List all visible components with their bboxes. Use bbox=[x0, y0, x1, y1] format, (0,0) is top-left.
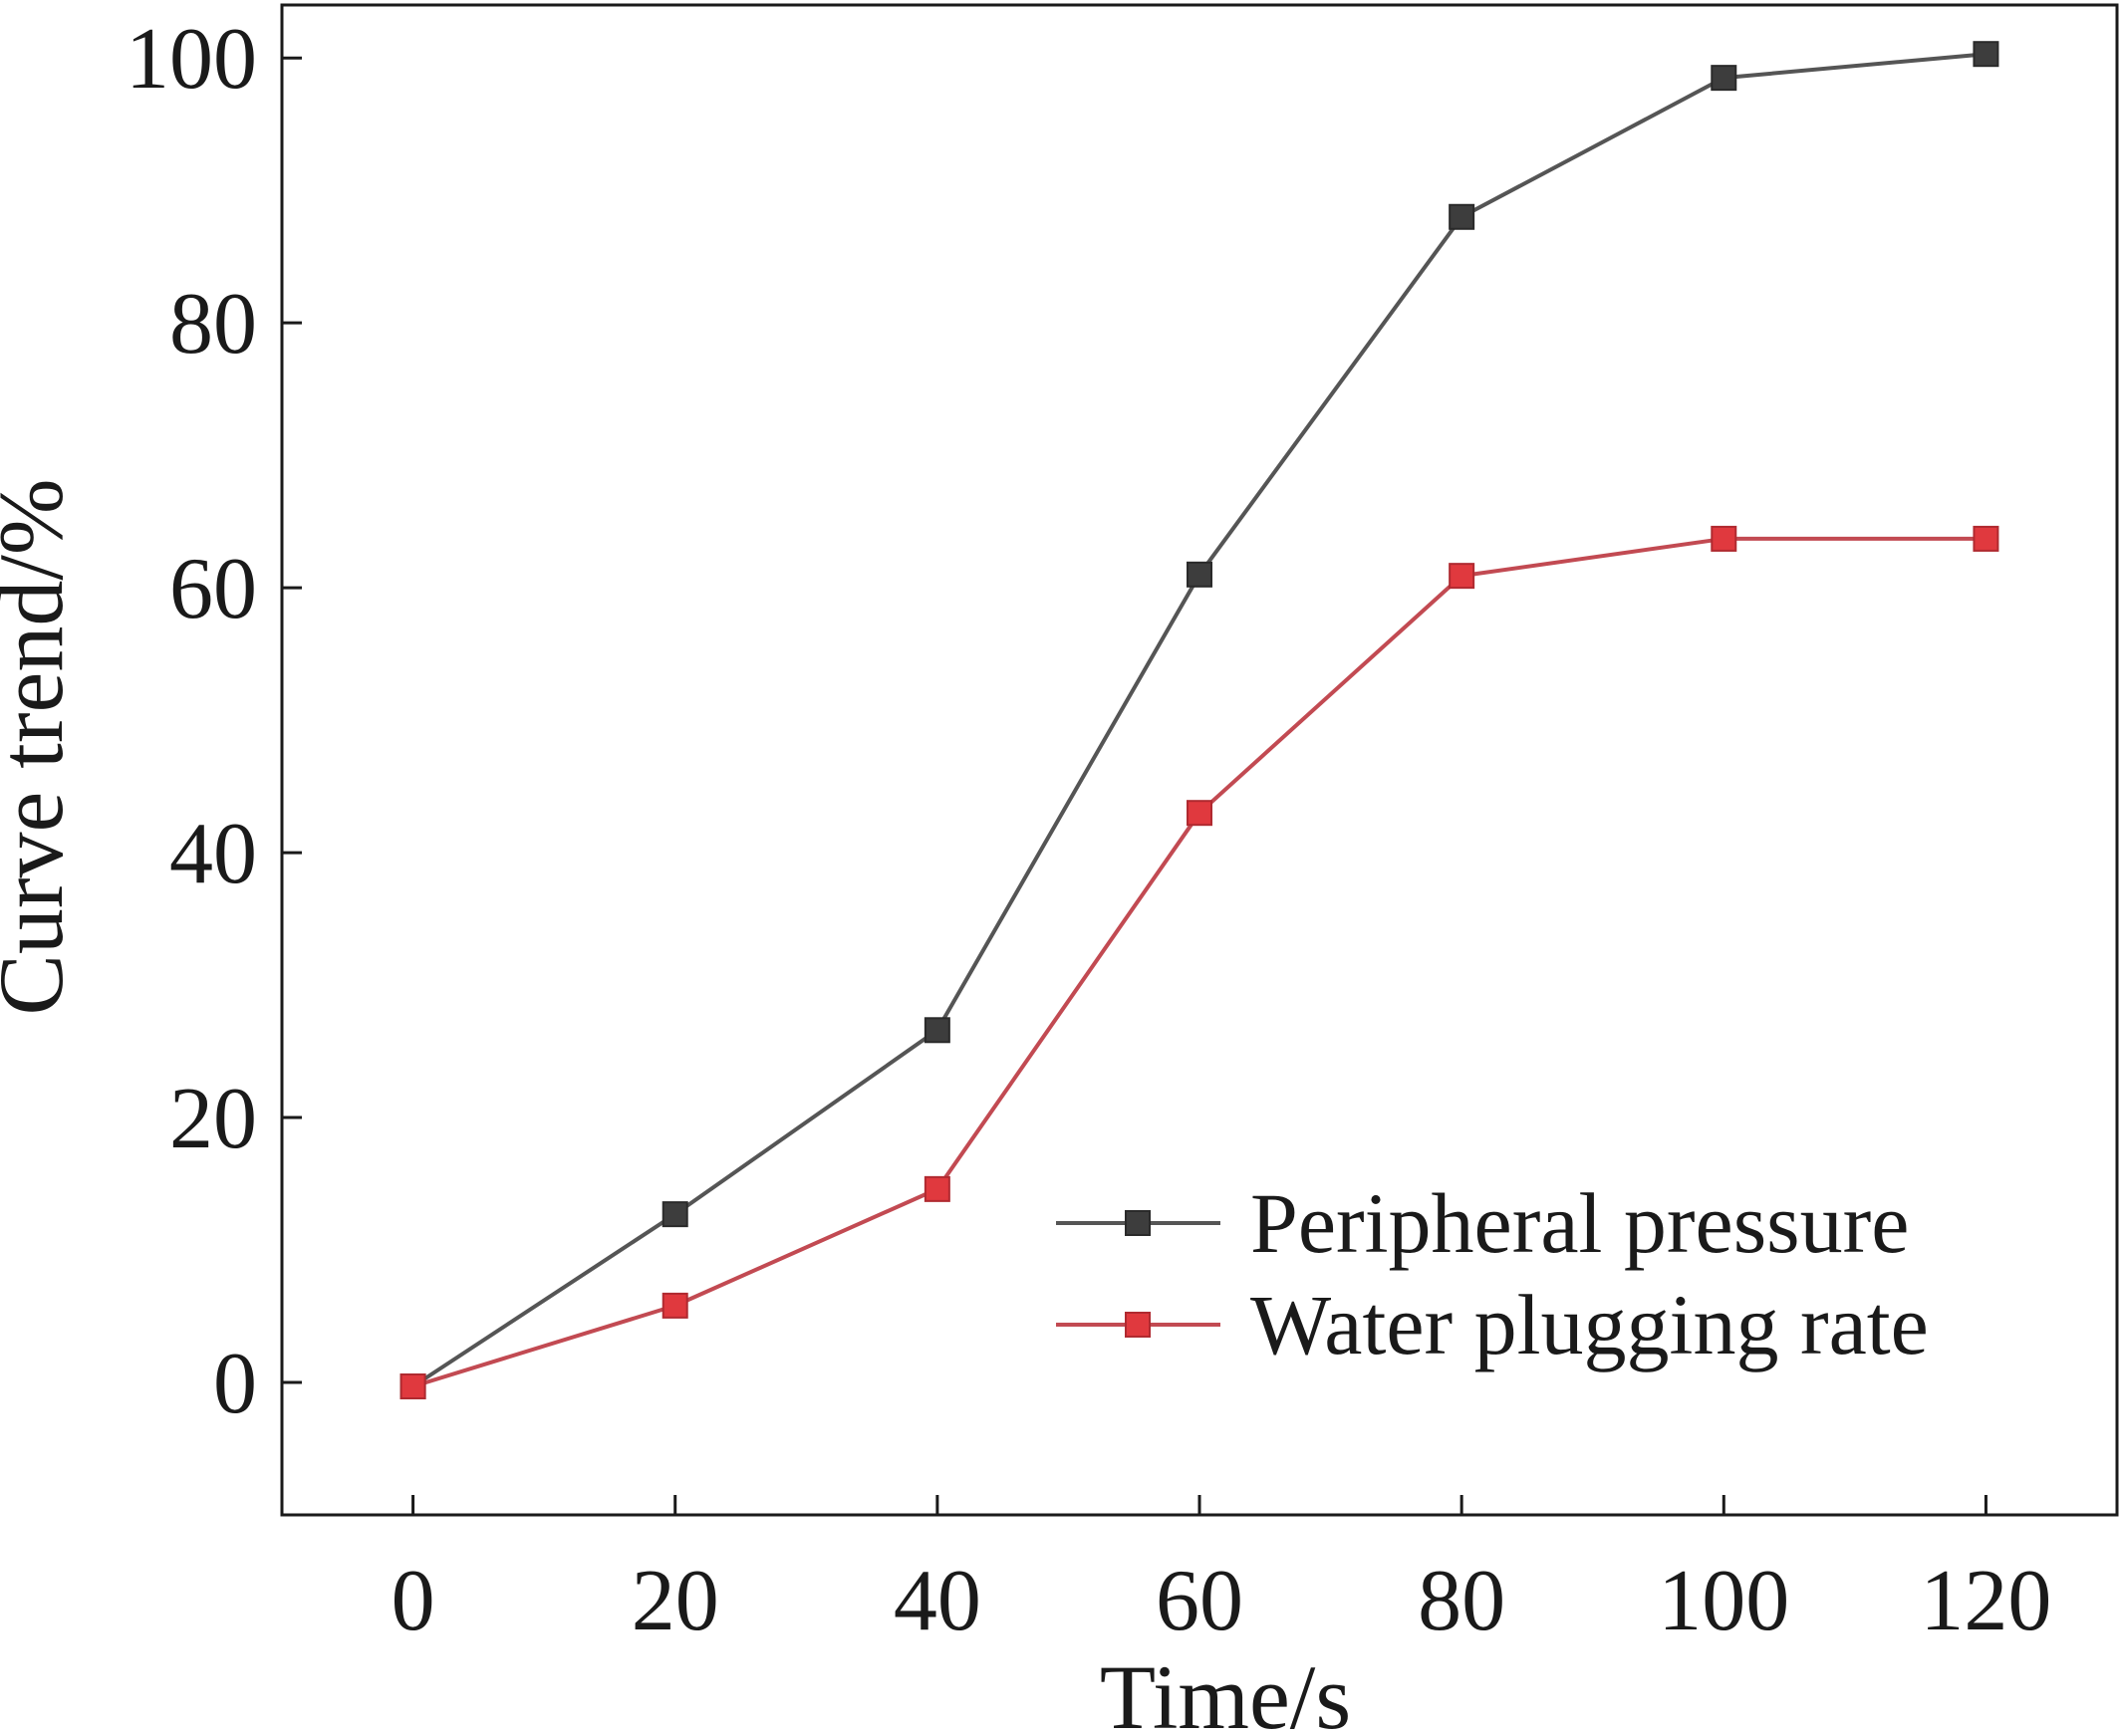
y-tick-label-20: 20 bbox=[169, 1071, 257, 1167]
data-point-water-plugging-rate-0 bbox=[399, 1373, 426, 1400]
legend-label-peripheral-pressure: Peripheral pressure bbox=[1250, 1175, 1909, 1271]
y-tick-label-80: 80 bbox=[169, 276, 257, 372]
y-tick-label-0: 0 bbox=[213, 1336, 257, 1432]
x-axis-title: Time/s bbox=[1100, 1646, 1351, 1736]
x-axis: 0 20 40 60 80 100 120 bbox=[392, 1495, 2051, 1649]
y-tick-label-40: 40 bbox=[169, 806, 257, 902]
x-tick-label-0: 0 bbox=[392, 1553, 435, 1649]
x-tick-label-60: 60 bbox=[1156, 1553, 1243, 1649]
data-point-peripheral-pressure-60 bbox=[1187, 561, 1212, 588]
data-point-peripheral-pressure-20 bbox=[662, 1201, 688, 1228]
y-axis-title: Curve trend/% bbox=[0, 478, 82, 1015]
data-point-peripheral-pressure-120 bbox=[1973, 41, 1999, 68]
data-point-water-plugging-rate-80 bbox=[1449, 563, 1475, 590]
x-tick-label-120: 120 bbox=[1920, 1553, 2051, 1649]
data-point-water-plugging-rate-60 bbox=[1187, 800, 1212, 827]
legend-marker-water-plugging-rate bbox=[1125, 1312, 1151, 1338]
legend-marker-peripheral-pressure bbox=[1125, 1210, 1151, 1236]
y-tick-label-60: 60 bbox=[169, 541, 257, 637]
data-point-water-plugging-rate-100 bbox=[1711, 525, 1737, 552]
x-tick-label-100: 100 bbox=[1658, 1553, 1789, 1649]
data-point-peripheral-pressure-80 bbox=[1449, 203, 1475, 230]
x-tick-label-20: 20 bbox=[632, 1553, 719, 1649]
y-axis: 0 20 40 60 80 100 bbox=[126, 11, 302, 1432]
data-point-peripheral-pressure-100 bbox=[1711, 65, 1737, 92]
data-point-water-plugging-rate-20 bbox=[662, 1292, 688, 1319]
data-point-water-plugging-rate-120 bbox=[1973, 525, 1999, 552]
data-point-peripheral-pressure-40 bbox=[924, 1017, 950, 1044]
legend: Peripheral pressure Water plugging rate bbox=[1056, 1175, 1929, 1372]
x-tick-label-40: 40 bbox=[894, 1553, 981, 1649]
data-point-water-plugging-rate-40 bbox=[924, 1175, 950, 1202]
y-tick-label-100: 100 bbox=[126, 11, 257, 108]
legend-label-water-plugging-rate: Water plugging rate bbox=[1250, 1277, 1929, 1372]
series-layer bbox=[399, 41, 1999, 1400]
x-tick-label-80: 80 bbox=[1418, 1553, 1505, 1649]
